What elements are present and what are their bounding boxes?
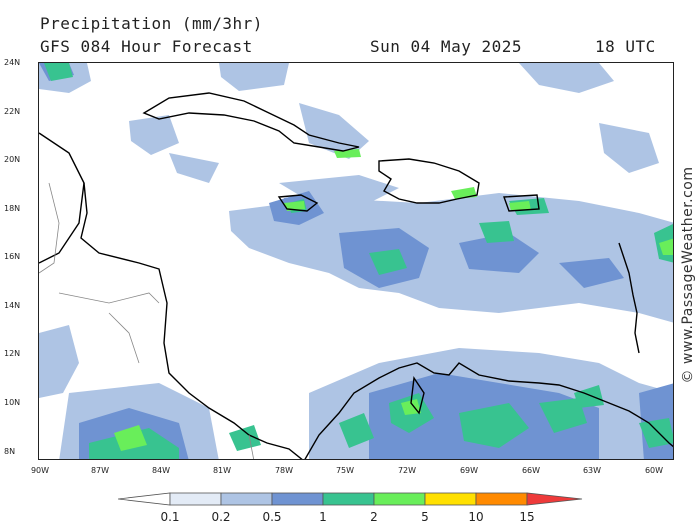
lat-label: 22N [4, 107, 21, 116]
country-borders [39, 182, 255, 459]
lat-label: 10N [4, 398, 21, 407]
map-canvas [39, 63, 673, 459]
lon-label: 72W [397, 466, 417, 475]
legend-label: 0.5 [262, 510, 282, 524]
lon-label: 66W [521, 466, 541, 475]
colorbar-segment [271, 492, 324, 506]
colorbar-segment [373, 492, 426, 506]
legend-label: 0.2 [211, 510, 231, 524]
precipitation-map [38, 62, 674, 460]
precip-colorbar [118, 492, 583, 506]
lat-label: 14N [4, 301, 21, 310]
colorbar-segment [424, 492, 477, 506]
legend-label: 10 [468, 510, 484, 524]
legend-label: 0.1 [160, 510, 180, 524]
lat-label: 20N [4, 155, 21, 164]
lon-label: 81W [212, 466, 232, 475]
lon-label: 60W [644, 466, 664, 475]
lat-label: 24N [4, 58, 21, 67]
lat-label: 16N [4, 252, 21, 261]
watermark-text: © www.PassageWeather.com [680, 166, 696, 384]
forecast-date: Sun 04 May 2025 [370, 37, 522, 56]
lon-label: 75W [335, 466, 355, 475]
lon-label: 63W [582, 466, 602, 475]
colorbar-segment [118, 492, 171, 506]
colorbar-segment [220, 492, 273, 506]
forecast-subtitle: GFS 084 Hour Forecast [40, 37, 253, 56]
legend-label: 2 [370, 510, 378, 524]
lat-label: 8N [4, 447, 16, 456]
lon-label: 90W [30, 466, 50, 475]
legend-label: 15 [519, 510, 535, 524]
lon-label: 87W [90, 466, 110, 475]
lon-label: 84W [151, 466, 171, 475]
lon-label: 69W [459, 466, 479, 475]
lon-label: 78W [274, 466, 294, 475]
colorbar-segment [322, 492, 375, 506]
precip-heavy [44, 63, 673, 459]
colorbar-segment [526, 492, 583, 506]
colorbar-segment [475, 492, 528, 506]
watermark: © www.PassageWeather.com [678, 150, 698, 400]
legend-label: 5 [421, 510, 429, 524]
lat-label: 12N [4, 349, 21, 358]
colorbar-segment [169, 492, 222, 506]
forecast-time: 18 UTC [595, 37, 656, 56]
coastlines [39, 92, 673, 459]
lat-label: 18N [4, 204, 21, 213]
map-title: Precipitation (mm/3hr) [40, 14, 263, 33]
legend-label: 1 [319, 510, 327, 524]
